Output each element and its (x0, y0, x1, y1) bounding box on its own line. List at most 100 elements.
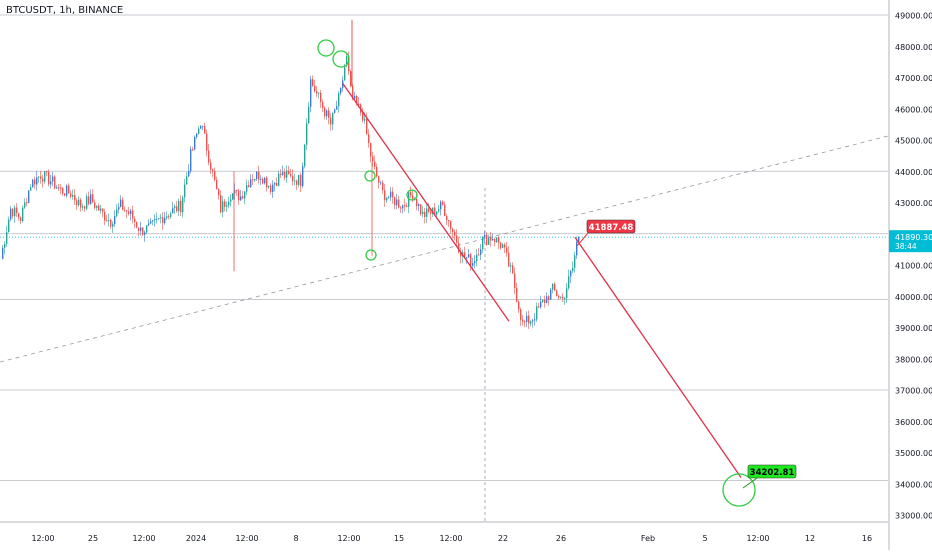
candle-body (252, 179, 254, 181)
candle-body (478, 254, 480, 256)
candle-body (422, 211, 424, 215)
candle-body (322, 102, 324, 108)
candle-body (394, 197, 396, 206)
candle-body (272, 184, 274, 193)
candle-body (390, 191, 392, 198)
candle-body (236, 190, 238, 192)
candle-body (404, 205, 406, 207)
candle-body (542, 299, 544, 302)
highlight-circle (317, 39, 335, 57)
candle-body (228, 201, 230, 206)
price-tick-label: 45000.00 (895, 137, 932, 146)
candle-body (364, 118, 366, 121)
candle-body (112, 224, 114, 227)
candle-body (226, 205, 228, 207)
top-price-label-group: 41887.48 (586, 219, 636, 234)
candle-body (464, 252, 466, 258)
candle-body (222, 201, 224, 213)
candle-body (60, 187, 62, 189)
time-tick-label: 22 (498, 534, 508, 543)
candle-body (154, 219, 156, 221)
price-tick-label: 44000.00 (895, 168, 932, 177)
candle-body (392, 191, 394, 198)
time-tick-label: 5 (702, 534, 707, 543)
candle-body (502, 244, 504, 248)
candle-body (400, 207, 402, 209)
candle-body (164, 217, 166, 224)
candle-body (96, 205, 98, 208)
price-tick-label: 39000.00 (895, 324, 932, 333)
time-tick-label: 12:00 (746, 534, 769, 543)
candle-body (430, 211, 432, 214)
candle-body (398, 199, 400, 208)
candle-body (82, 206, 84, 208)
countdown-text: 38:44 (895, 242, 917, 251)
candle-body (54, 176, 56, 189)
candle-body (568, 276, 570, 289)
top-label-pointer (576, 232, 589, 247)
candle-body (70, 193, 72, 197)
candle-body (516, 288, 518, 302)
candle-body (310, 79, 312, 107)
candle-body (250, 179, 252, 187)
candle-body (258, 171, 260, 180)
candle-body (426, 208, 428, 217)
candle-body (32, 179, 34, 188)
candle-body (152, 220, 154, 222)
top-price-label: 41887.48 (589, 223, 634, 233)
candle-body (138, 227, 140, 231)
candle-body (256, 171, 258, 179)
price-tick-label: 37000.00 (895, 387, 932, 396)
candle-body (566, 288, 568, 299)
target-price-label-group: 34202.81 (747, 464, 797, 479)
projection-line (574, 236, 742, 478)
candle-body (92, 194, 94, 203)
candle-body (324, 107, 326, 117)
candle-body (434, 207, 436, 215)
candle-body (180, 200, 182, 213)
candle-body (386, 197, 388, 201)
candle-body (518, 301, 520, 310)
candle-body (514, 273, 516, 289)
time-tick-label: 12:00 (235, 534, 258, 543)
time-tick-label: 12:00 (132, 534, 155, 543)
price-tick-label: 49000.00 (895, 12, 932, 21)
candle-body (90, 194, 92, 205)
candle-body (416, 198, 418, 207)
candle-body (524, 321, 526, 323)
candle-body (544, 299, 546, 303)
candle-body (556, 290, 558, 296)
candle-body (532, 320, 534, 322)
candle-body (354, 96, 356, 99)
candle-body (212, 169, 214, 172)
candle-body (406, 205, 408, 207)
candle-body (402, 205, 404, 209)
candle-body (230, 199, 232, 202)
candle-body (388, 197, 390, 199)
candle-body (218, 189, 220, 196)
candle-body (450, 220, 452, 229)
candle-body (340, 88, 342, 94)
candle-body (378, 176, 380, 183)
candle-body (548, 296, 550, 300)
candle-body (20, 217, 22, 221)
price-tick-label: 38000.00 (895, 355, 932, 364)
candle-body (132, 210, 134, 219)
candle-body (528, 315, 530, 324)
candle-body (160, 217, 162, 219)
candle-body (496, 237, 498, 243)
candle-body (172, 208, 174, 214)
candle-body (8, 219, 10, 233)
candle-body (22, 207, 24, 221)
candle-body (114, 216, 116, 225)
candle-body (380, 182, 382, 184)
candle-body (356, 96, 358, 104)
candle-body (300, 174, 302, 187)
candle-body (540, 301, 542, 308)
candle-body (136, 222, 138, 228)
current-price-text: 41890.30 (895, 233, 932, 242)
candle-body (200, 126, 202, 129)
candle-body (6, 232, 8, 244)
time-tick-label: 12:00 (337, 534, 360, 543)
candle-body (536, 306, 538, 320)
